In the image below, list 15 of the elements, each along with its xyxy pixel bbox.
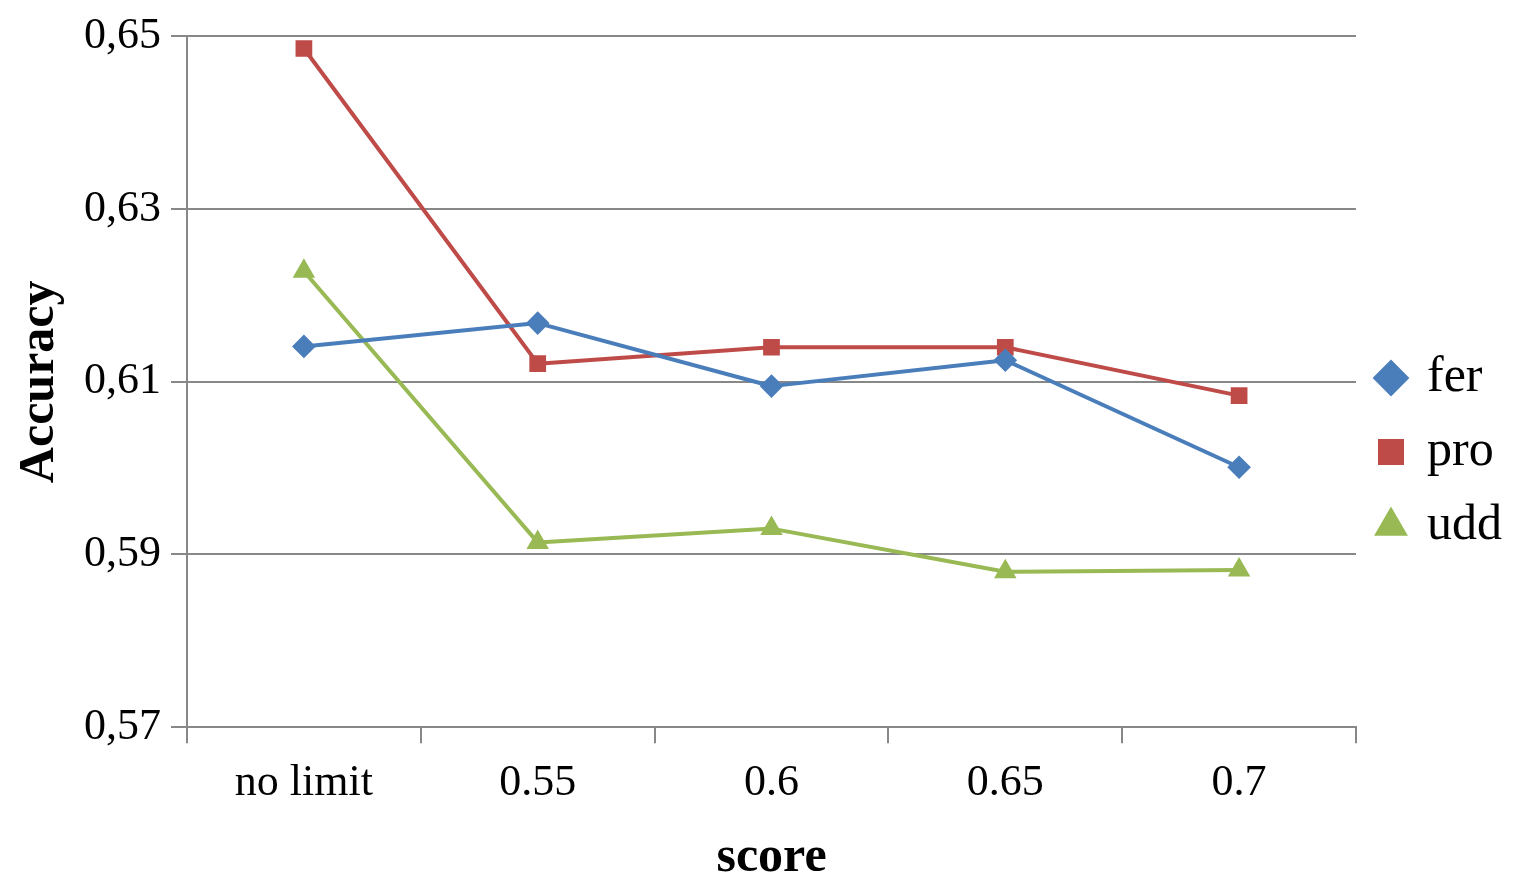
y-tick-label: 0,63	[84, 181, 161, 231]
x-axis-title: score	[716, 825, 827, 882]
y-tick-label: 0,59	[84, 527, 161, 577]
legend-label: udd	[1427, 494, 1502, 551]
y-tick-label: 0,61	[84, 354, 161, 404]
legend-label: fer	[1427, 346, 1483, 403]
y-axis-title: Accuracy	[7, 280, 64, 484]
y-tick-label: 0,65	[84, 8, 161, 58]
x-tick-label: no limit	[234, 756, 373, 806]
x-tick-label: 0.6	[744, 756, 799, 806]
x-tick-label: 0.7	[1211, 756, 1267, 806]
x-tick-label: 0.65	[966, 756, 1044, 806]
legend-label: pro	[1427, 420, 1494, 477]
y-tick-label: 0,57	[84, 699, 161, 749]
x-tick-label: 0.55	[499, 756, 577, 806]
